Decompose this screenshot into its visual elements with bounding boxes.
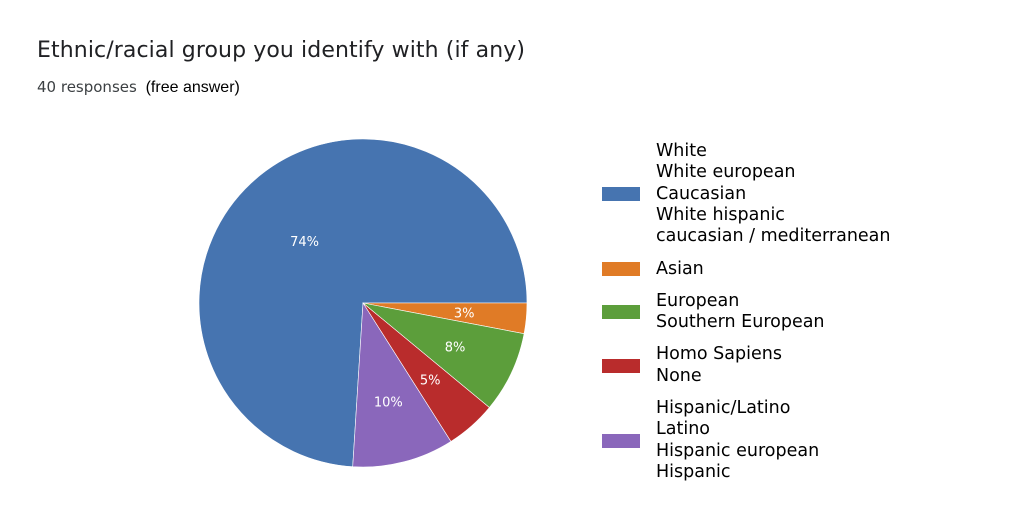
slice-percent-label-3: 8% — [445, 340, 466, 355]
chart-title: Ethnic/racial group you identify with (i… — [37, 38, 526, 63]
legend-item-1: White White european Caucasian White hispan… — [602, 141, 891, 247]
legend-swatch — [602, 433, 640, 448]
legend-swatch — [602, 262, 640, 277]
legend-label-line: Hispanic european — [656, 440, 820, 461]
legend-label: Hispanic/Latino Latino Hispanic european Hi… — [656, 398, 819, 483]
legend-swatch — [602, 187, 640, 202]
slice-percent-label-2: 3% — [454, 307, 475, 322]
legend-label-line: Homo Sapiens — [656, 344, 782, 365]
legend-item-3: European Southern European — [602, 291, 825, 334]
legend-label-line: White — [656, 141, 707, 161]
legend-item-2: Asian — [602, 259, 704, 280]
legend-label-line: None — [656, 365, 702, 386]
legend-swatch — [602, 358, 640, 373]
slice-percent-label-4: 5% — [420, 373, 441, 388]
answer-type-note: (free answer) — [145, 79, 240, 96]
slice-percent-label-1: 74% — [290, 235, 319, 250]
legend-label-line: Caucasian — [656, 183, 747, 204]
legend-label: European Southern European — [656, 291, 825, 334]
legend-label-line: Asian — [656, 258, 704, 279]
legend-item-5: Hispanic/Latino Latino Hispanic european Hi… — [602, 398, 819, 483]
legend-label-line: White european — [656, 162, 796, 183]
legend-label: White White european Caucasian White hispan… — [656, 141, 891, 247]
legend-label-line: Hispanic/Latino — [656, 398, 791, 418]
legend-label-line: Hispanic — [656, 461, 731, 482]
legend-label-line: Southern European — [656, 312, 825, 333]
response-count: 40 responses — [37, 78, 137, 96]
legend-item-4: Homo Sapiens None — [602, 344, 782, 387]
slice-percent-label-5: 10% — [374, 396, 403, 411]
pie-slice-5 — [352, 302, 452, 468]
legend-swatch — [602, 305, 640, 320]
legend-label-line: White hispanic — [656, 204, 785, 225]
legend-label: Asian — [656, 259, 704, 280]
legend-label: Homo Sapiens None — [656, 344, 782, 387]
response-summary: 40 responses (free answer) — [37, 78, 240, 97]
legend-label-line: Latino — [656, 419, 710, 440]
legend-label-line: European — [656, 290, 740, 311]
legend-label-line: caucasian / mediterranean — [656, 226, 891, 247]
